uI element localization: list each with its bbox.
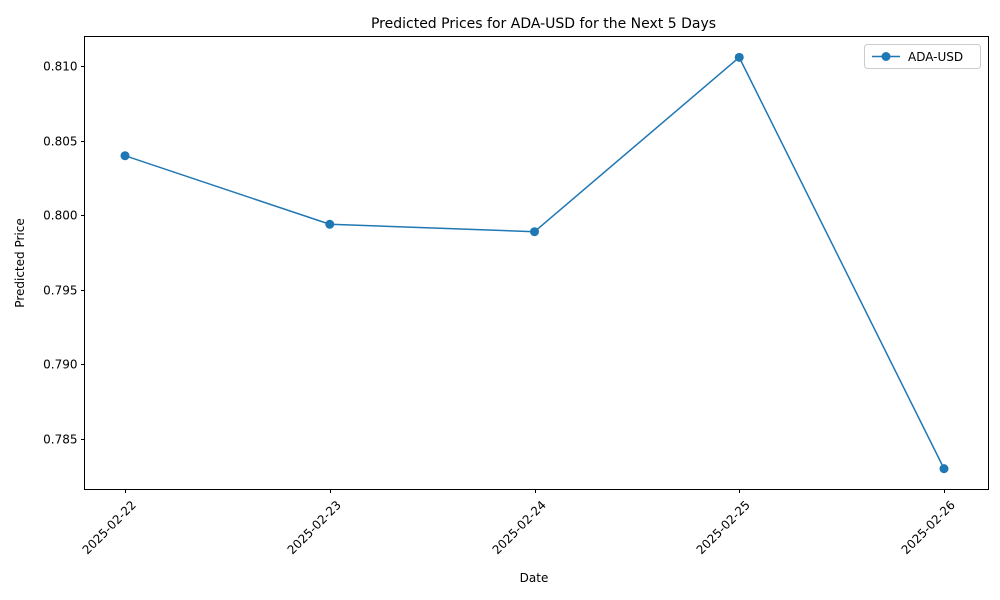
data-point xyxy=(734,52,744,62)
y-axis: 0.785 0.790 0.795 0.800 0.805 0.810 xyxy=(43,60,85,447)
y-tick-label: 0.795 xyxy=(43,284,77,298)
legend-marker-swatch xyxy=(881,52,891,61)
x-axis: 2025-02-22 2025-02-23 2025-02-24 2025-02-25… xyxy=(80,489,958,557)
x-tick-label: 2025-02-22 xyxy=(80,498,139,557)
chart-title: Predicted Prices for ADA-USD for the Nex… xyxy=(371,16,716,32)
data-point xyxy=(530,227,539,237)
series-line xyxy=(124,56,945,469)
plot-frame xyxy=(84,36,989,490)
x-tick-label: 2025-02-26 xyxy=(899,498,958,557)
plot-area xyxy=(84,36,989,490)
y-tick-label: 0.785 xyxy=(43,433,77,447)
data-point xyxy=(939,464,949,474)
data-point xyxy=(325,219,335,229)
data-point xyxy=(120,151,130,161)
x-tick-label: 2025-02-23 xyxy=(285,498,344,557)
series-layer xyxy=(120,52,949,474)
x-axis-label: Date xyxy=(520,571,549,585)
y-tick-label: 0.800 xyxy=(43,209,77,223)
x-tick-label: 2025-02-25 xyxy=(694,498,753,557)
y-tick-label: 0.805 xyxy=(43,135,77,149)
legend-label: ADA-USD xyxy=(908,50,963,64)
legend: ADA-USD xyxy=(864,44,981,69)
y-tick-label: 0.810 xyxy=(43,60,77,74)
x-tick-label: 2025-02-24 xyxy=(490,498,549,557)
y-tick-label: 0.790 xyxy=(43,358,77,372)
y-axis-label: Predicted Price xyxy=(13,218,27,307)
legend-frame xyxy=(864,44,981,69)
